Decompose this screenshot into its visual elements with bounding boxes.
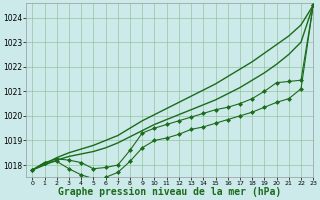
X-axis label: Graphe pression niveau de la mer (hPa): Graphe pression niveau de la mer (hPa): [58, 187, 281, 197]
